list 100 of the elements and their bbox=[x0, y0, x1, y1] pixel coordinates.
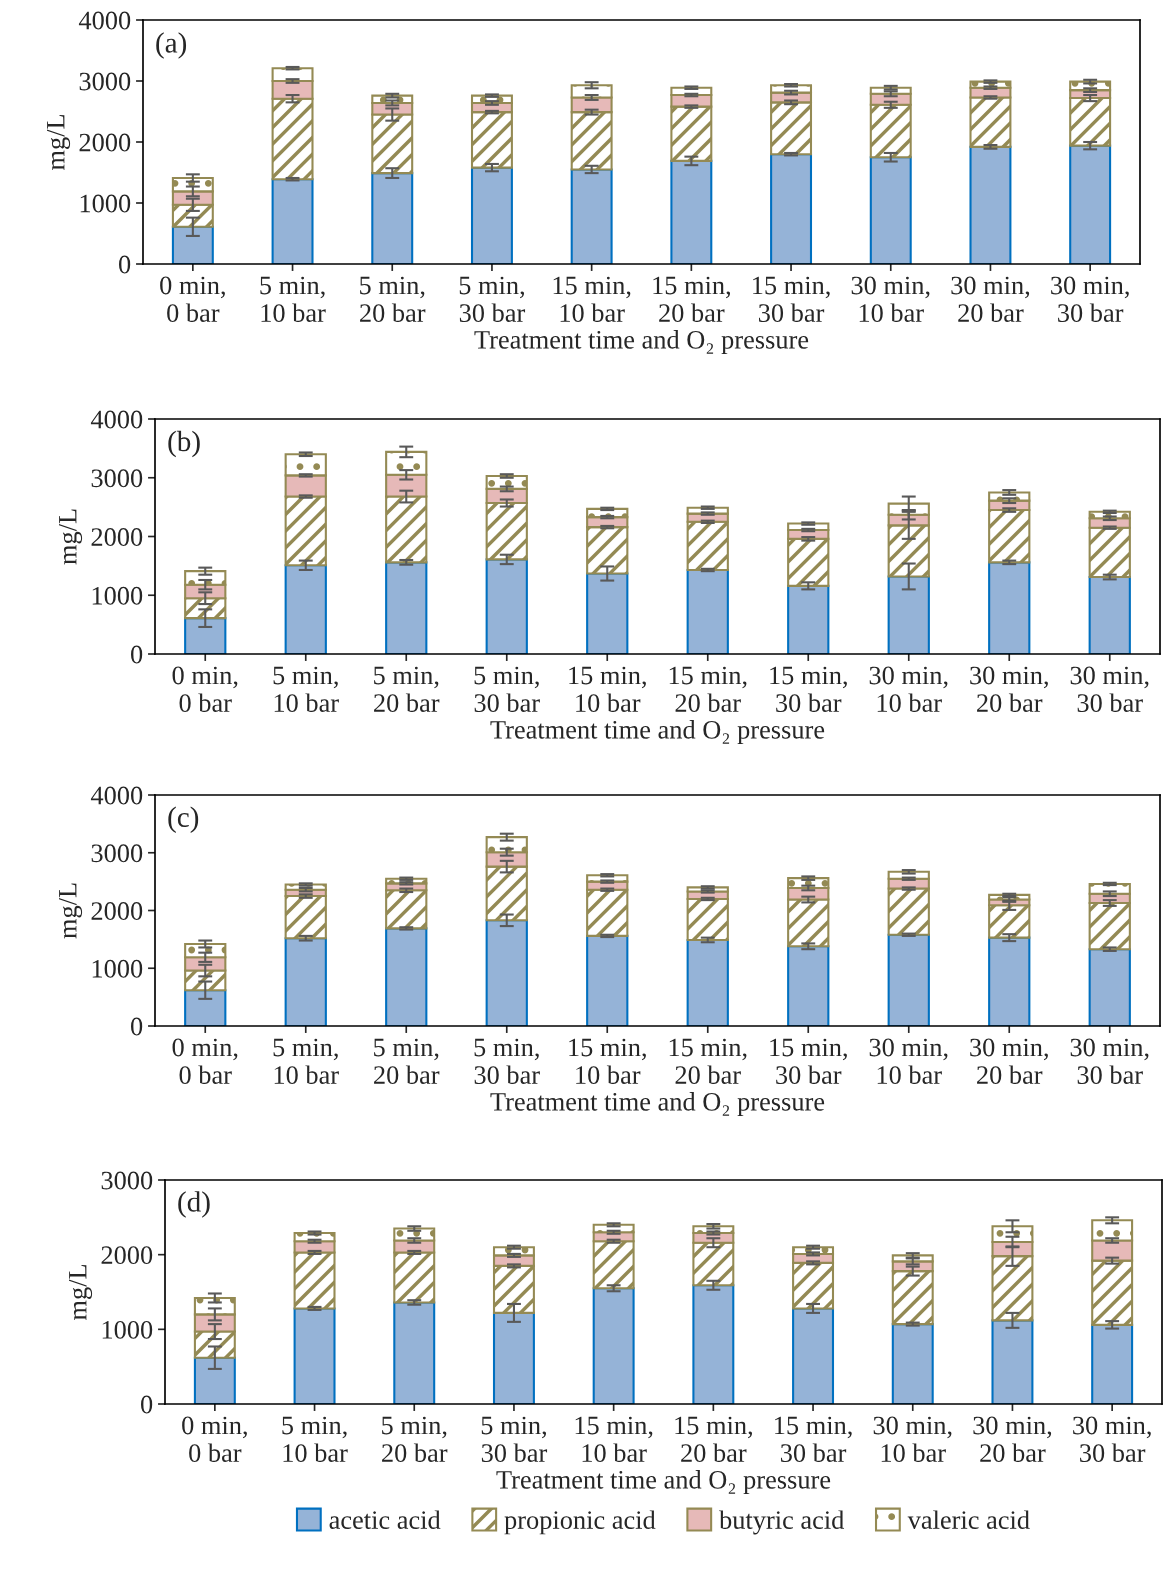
annotation: (c) bbox=[168, 806, 199, 833]
bar bbox=[692, 1284, 735, 1404]
legend-label: acetic acid bbox=[329, 1510, 441, 1529]
x-tick-label: 15 min, 30 bar bbox=[770, 1038, 847, 1084]
bar bbox=[284, 937, 327, 1026]
bar bbox=[988, 561, 1031, 654]
y-tick-label: 4000 bbox=[90, 410, 143, 429]
x-tick-label: 5 min, 10 bar bbox=[273, 666, 339, 712]
bar bbox=[969, 145, 1012, 264]
bar bbox=[988, 904, 1031, 939]
x-tick-label: 15 min, 30 bar bbox=[775, 1416, 852, 1462]
bar bbox=[586, 934, 629, 1026]
y-tick-label: 3000 bbox=[91, 844, 143, 863]
bar bbox=[184, 617, 227, 654]
x-tick-label: 5 min, 30 bar bbox=[474, 666, 540, 712]
y-tick-label: 2000 bbox=[91, 528, 143, 546]
bar bbox=[686, 938, 729, 1026]
bar bbox=[586, 572, 629, 654]
x-tick-label: 5 min, 30 bar bbox=[481, 1416, 548, 1462]
x-tick-label: 15 min, 30 bar bbox=[770, 666, 847, 712]
bar bbox=[891, 1323, 934, 1404]
bar bbox=[371, 172, 414, 264]
bar bbox=[1088, 948, 1131, 1026]
bar bbox=[385, 561, 428, 654]
bar bbox=[393, 1301, 436, 1404]
y-tick-label: 1000 bbox=[92, 959, 143, 978]
y-tick-label: 1000 bbox=[92, 586, 143, 605]
x-tick-label: 30 min, 30 bar bbox=[1073, 1416, 1151, 1462]
y-tick-label: 4000 bbox=[78, 11, 131, 30]
x-tick-label: 30 min, 20 bar bbox=[951, 276, 1030, 322]
y-axis-title: mg/L bbox=[58, 509, 83, 565]
bar bbox=[271, 178, 314, 264]
x-tick-label: 0 min, 0 bar bbox=[172, 666, 238, 712]
x-tick-label: 15 min, 20 bar bbox=[669, 1038, 747, 1084]
y-tick-label: 4000 bbox=[90, 786, 143, 805]
bar bbox=[686, 568, 729, 654]
x-tick-label: 30 min, 20 bar bbox=[970, 666, 1048, 712]
x-tick-label: 30 min, 30 bar bbox=[1070, 1038, 1149, 1084]
y-tick-label: 1000 bbox=[80, 194, 131, 213]
x-tick-label: 5 min, 10 bar bbox=[282, 1416, 348, 1462]
x-tick-label: 30 min, 10 bar bbox=[873, 1416, 952, 1462]
x-axis-title: Treatment time and O₂ pressure bbox=[474, 330, 809, 355]
legend-label: propionic acid bbox=[504, 1510, 656, 1535]
bar bbox=[485, 919, 528, 1026]
y-tick-label: 1000 bbox=[102, 1320, 153, 1339]
x-tick-label: 0 min, 0 bar bbox=[160, 276, 225, 322]
x-tick-label: 5 min, 30 bar bbox=[459, 276, 526, 322]
annotation: (b) bbox=[168, 430, 200, 458]
bar bbox=[492, 1311, 535, 1404]
y-tick-label: 3000 bbox=[91, 469, 143, 488]
annotation: (a) bbox=[156, 32, 187, 59]
bar bbox=[670, 159, 713, 264]
x-tick-label: 30 min, 10 bar bbox=[869, 666, 948, 712]
x-tick-label: 30 min, 20 bar bbox=[970, 1038, 1048, 1084]
x-tick-label: 5 min, 30 bar bbox=[474, 1038, 540, 1084]
y-tick-label: 0 bbox=[119, 255, 131, 274]
x-axis-title: Treatment time and O₂ pressure bbox=[490, 720, 825, 745]
annotation: (d) bbox=[178, 1191, 210, 1218]
x-tick-label: 5 min, 10 bar bbox=[260, 276, 326, 322]
x-tick-label: 5 min, 20 bar bbox=[374, 1038, 440, 1084]
y-tick-label: 0 bbox=[131, 1017, 143, 1036]
x-tick-label: 30 min, 20 bar bbox=[973, 1416, 1052, 1462]
bar bbox=[385, 927, 428, 1026]
bar bbox=[184, 989, 227, 1026]
bar bbox=[792, 1307, 835, 1404]
x-tick-label: 30 min, 10 bar bbox=[869, 1038, 948, 1084]
x-tick-label: 0 min, 0 bar bbox=[172, 1038, 238, 1084]
x-tick-label: 15 min, 20 bar bbox=[653, 276, 731, 322]
x-tick-label: 30 min, 30 bar bbox=[1070, 666, 1149, 712]
bar bbox=[991, 1319, 1034, 1404]
y-tick-label: 2000 bbox=[79, 133, 131, 152]
x-tick-label: 15 min, 10 bar bbox=[569, 666, 646, 712]
bar bbox=[869, 156, 912, 264]
x-tick-label: 5 min, 10 bar bbox=[273, 1038, 339, 1084]
bar bbox=[887, 575, 930, 654]
y-tick-label: 0 bbox=[141, 1395, 153, 1414]
bar bbox=[592, 1287, 635, 1404]
x-tick-label: 0 min, 0 bar bbox=[182, 1416, 247, 1462]
y-axis-title: mg/L bbox=[58, 883, 83, 939]
bar bbox=[787, 945, 830, 1026]
y-tick-label: 3000 bbox=[79, 72, 131, 91]
x-tick-label: 15 min, 20 bar bbox=[669, 666, 747, 712]
y-axis-title: mg/L bbox=[46, 115, 71, 171]
x-tick-label: 15 min, 10 bar bbox=[569, 1038, 646, 1084]
y-tick-label: 0 bbox=[131, 645, 143, 664]
bar bbox=[887, 933, 930, 1026]
x-tick-label: 15 min, 20 bar bbox=[675, 1416, 753, 1462]
x-tick-label: 5 min, 20 bar bbox=[382, 1416, 448, 1462]
x-tick-label: 15 min, 10 bar bbox=[575, 1416, 653, 1462]
bar bbox=[293, 1307, 336, 1404]
x-tick-label: 5 min, 20 bar bbox=[374, 666, 440, 712]
bar bbox=[485, 558, 528, 654]
bar bbox=[770, 153, 813, 264]
bar bbox=[988, 936, 1031, 1026]
y-tick-label: 3000 bbox=[101, 1171, 153, 1190]
y-tick-label: 2000 bbox=[91, 902, 143, 920]
x-tick-label: 15 min, 30 bar bbox=[753, 276, 830, 322]
legend-label: valeric acid bbox=[907, 1510, 1030, 1529]
bar bbox=[1091, 1323, 1134, 1404]
x-axis-title: Treatment time and O₂ pressure bbox=[490, 1092, 825, 1117]
